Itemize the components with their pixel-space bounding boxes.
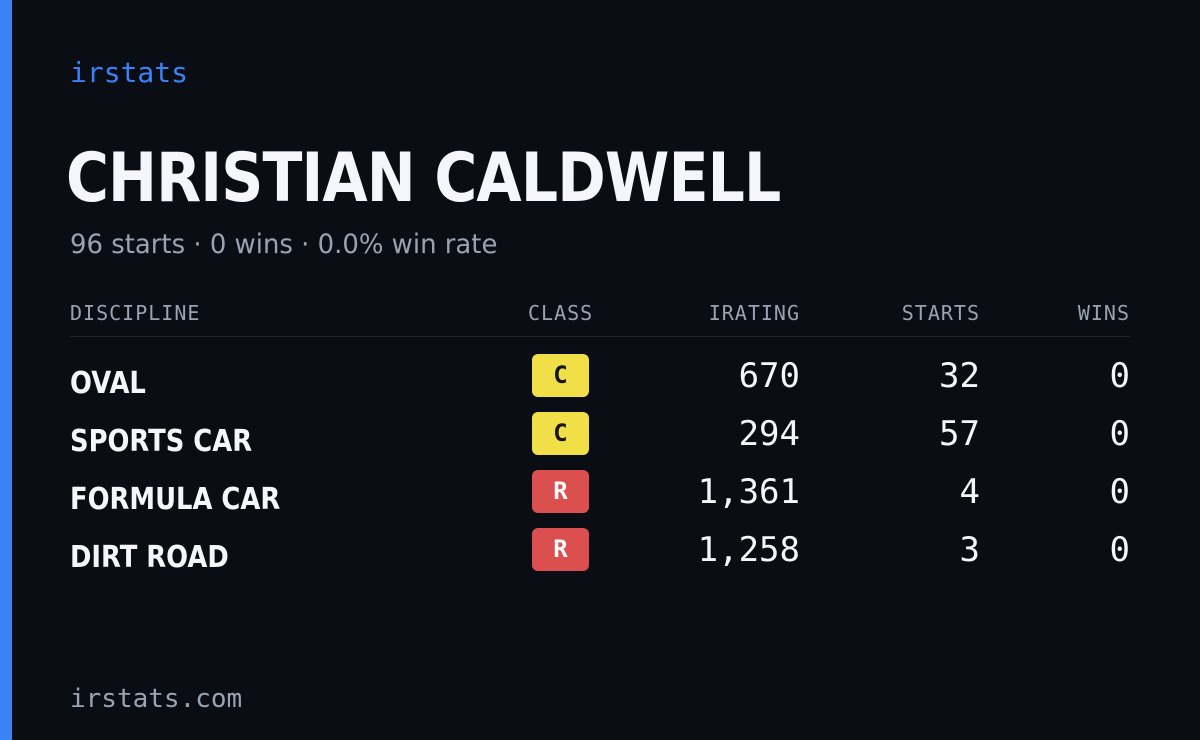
discipline-name: OVAL [70,366,146,401]
starts-value: 57 [939,414,980,454]
table-body: OVAL C 670 32 0 SPORTS CAR C 294 57 0 FO… [70,350,1130,582]
starts-value: 4 [959,472,980,512]
wins-value: 0 [1109,414,1130,454]
irating-value: 1,361 [697,472,800,512]
header-irating: IRATING [708,301,800,325]
license-class-badge: C [532,412,589,455]
table-row: FORMULA CAR R 1,361 4 0 [70,466,1130,524]
header-discipline: DISCIPLINE [70,301,201,325]
discipline-table: DISCIPLINE CLASS IRATING STARTS WINS OVA… [70,296,1130,575]
license-class-badge: R [532,528,589,571]
footer-domain[interactable]: irstats.com [70,684,243,714]
table-row: SPORTS CAR C 294 57 0 [70,408,1130,466]
player-name: CHRISTIAN CALDWELL [66,139,781,218]
discipline-name: FORMULA CAR [70,482,281,517]
discipline-name: SPORTS CAR [70,424,253,459]
table-row: OVAL C 670 32 0 [70,350,1130,408]
wins-value: 0 [1109,530,1130,570]
table-header: DISCIPLINE CLASS IRATING STARTS WINS [70,296,1130,337]
discipline-name: DIRT ROAD [70,540,229,575]
header-class: CLASS [528,301,594,325]
starts-value: 32 [939,356,980,396]
license-class-badge: C [532,354,589,397]
irating-value: 294 [738,414,800,454]
irating-value: 670 [738,356,800,396]
header-wins: WINS [1077,301,1130,325]
irating-value: 1,258 [697,530,800,570]
license-class-badge: R [532,470,589,513]
wins-value: 0 [1109,356,1130,396]
wins-value: 0 [1109,472,1130,512]
starts-value: 3 [959,530,980,570]
table-row: DIRT ROAD R 1,258 3 0 [70,524,1130,582]
brand-logo-text[interactable]: irstats [70,56,189,89]
accent-bar [0,0,12,740]
player-summary: 96 starts · 0 wins · 0.0% win rate [70,229,498,260]
header-starts: STARTS [901,301,980,325]
